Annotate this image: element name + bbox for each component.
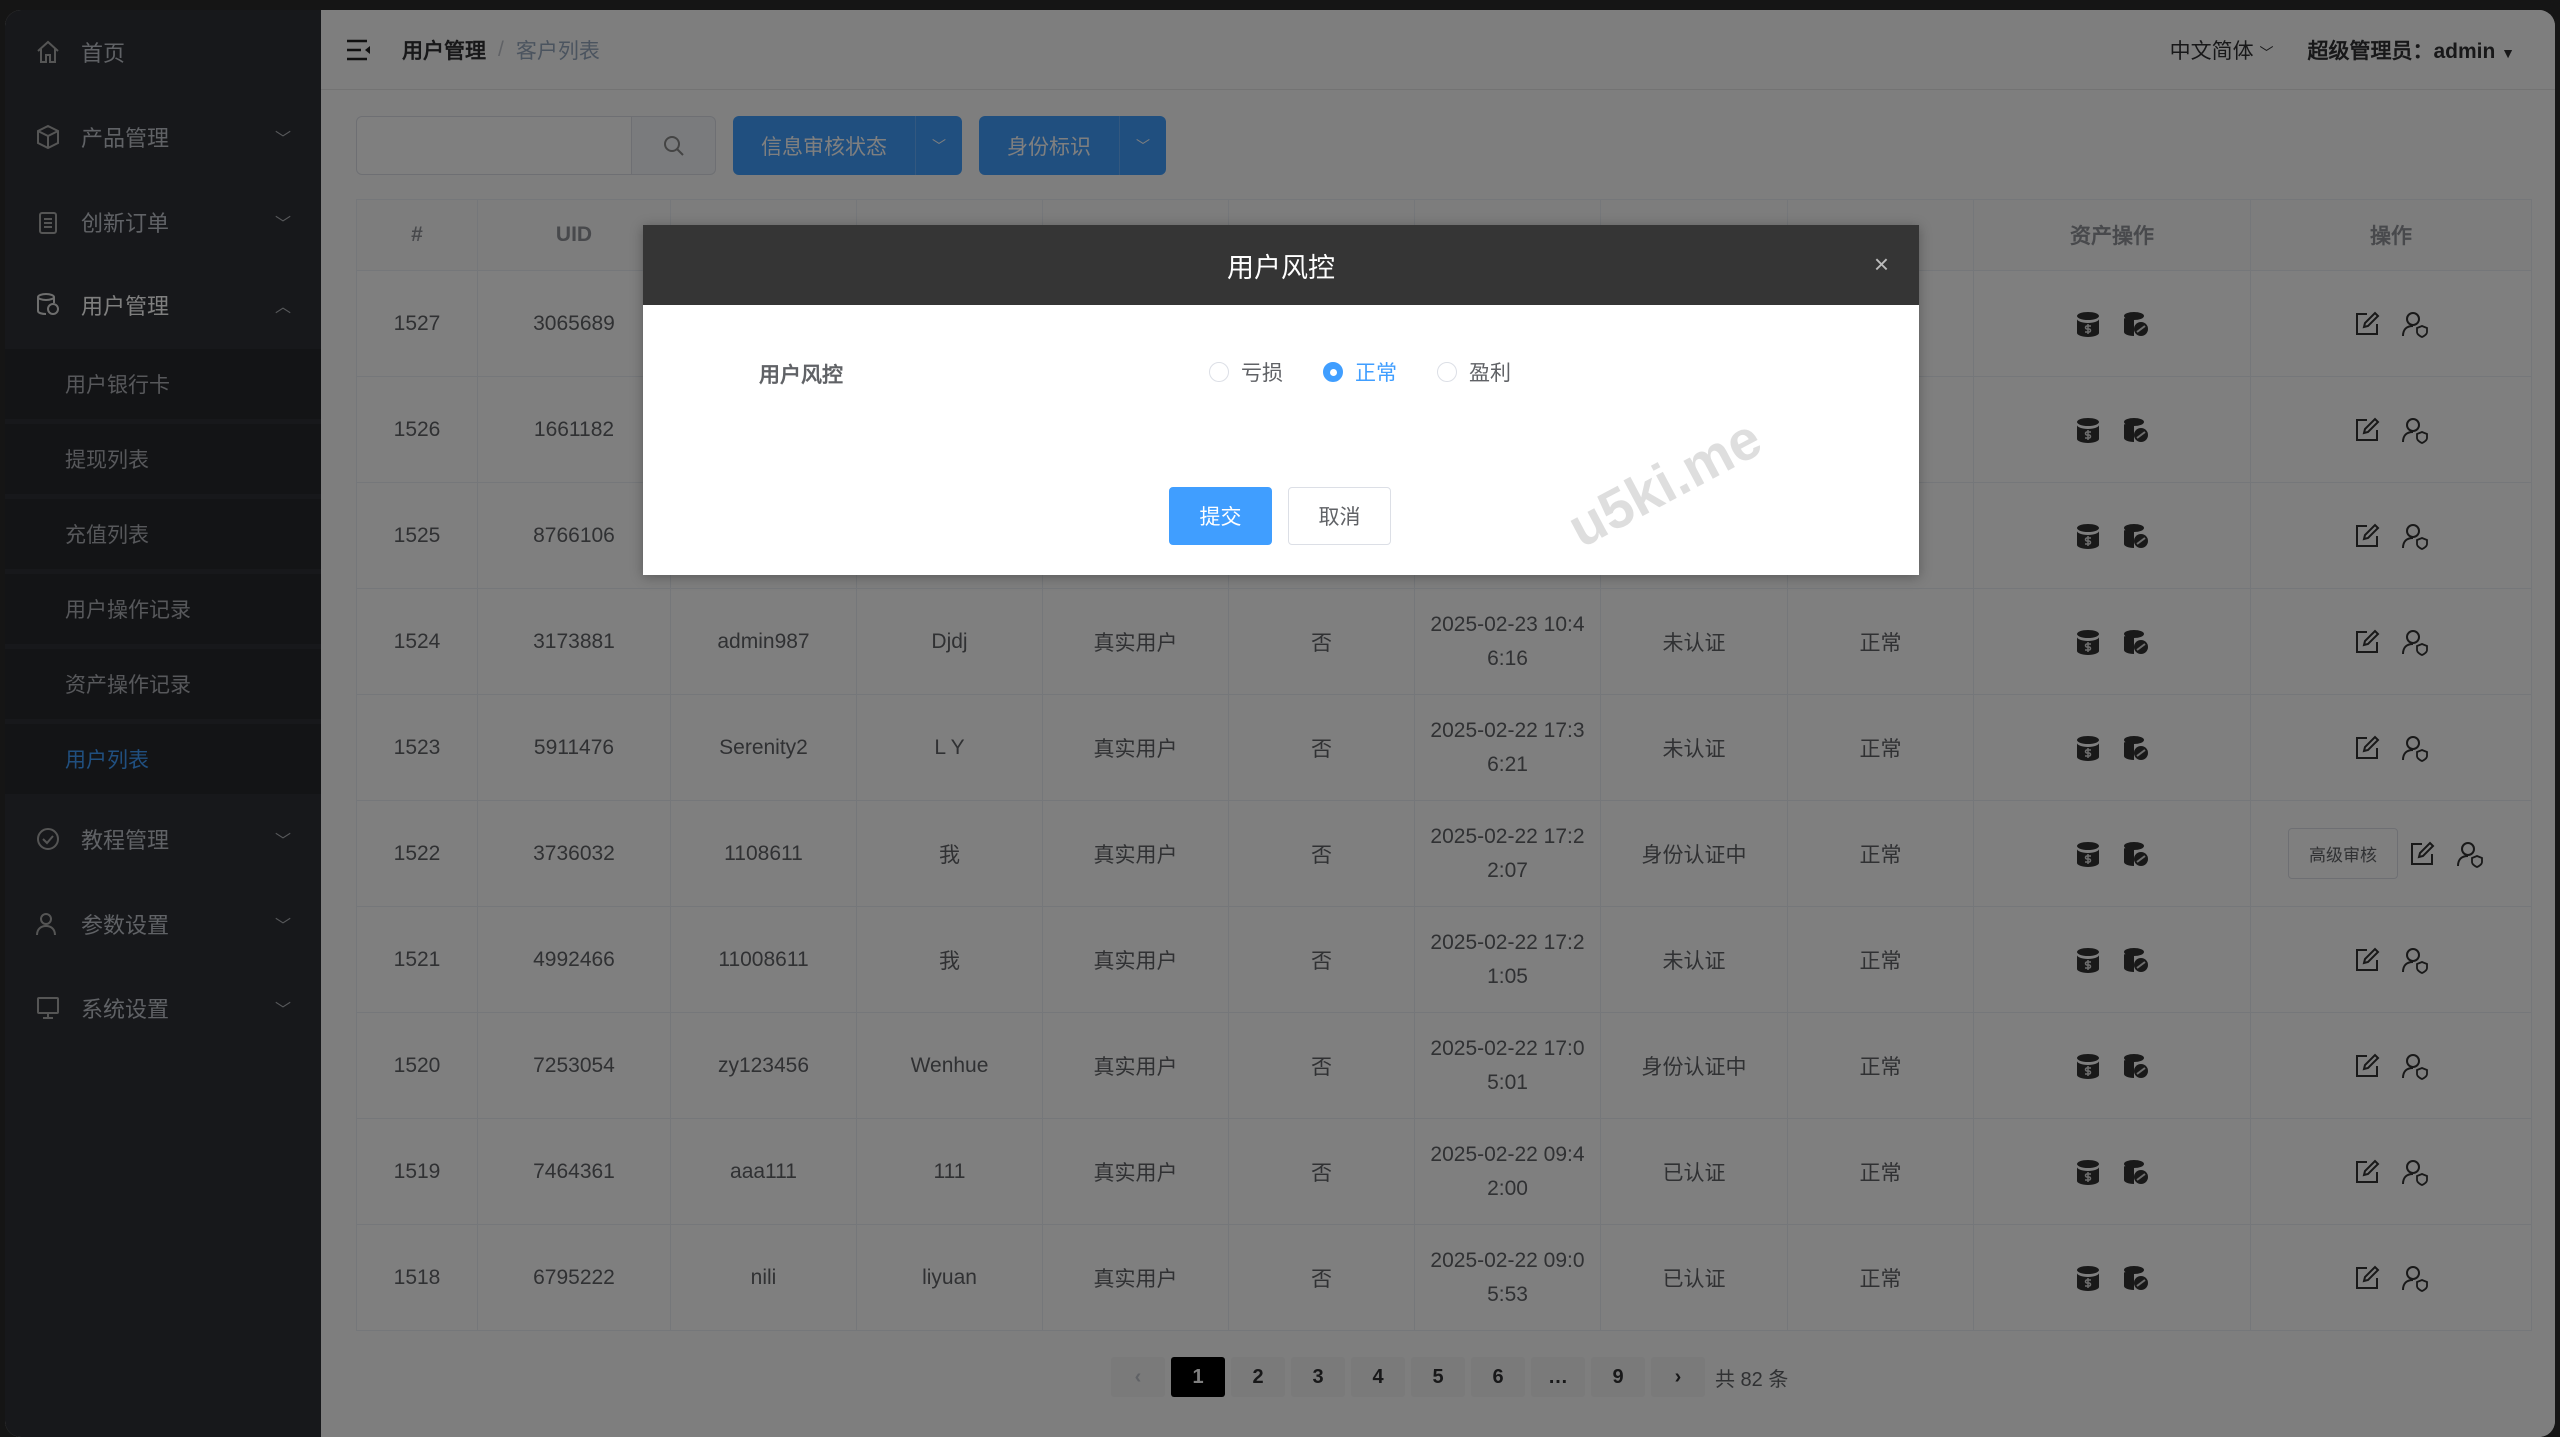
cancel-button[interactable]: 取消 [1288, 487, 1391, 545]
submit-button[interactable]: 提交 [1169, 487, 1272, 545]
radio-label: 正常 [1355, 362, 1397, 385]
close-icon[interactable]: × [1873, 249, 1889, 279]
dialog-title: 用户风控 [1227, 252, 1335, 283]
risk-control-radio-group: 亏损 正常 盈利 [1209, 357, 1511, 387]
radio-button[interactable] [1209, 362, 1229, 382]
radio-option-0[interactable]: 亏损 [1209, 357, 1283, 387]
radio-button[interactable] [1323, 362, 1343, 382]
dialog-header: 用户风控 × [643, 225, 1919, 305]
radio-button[interactable] [1437, 362, 1457, 382]
risk-control-label: 用户风控 [759, 364, 843, 387]
radio-label: 盈利 [1469, 362, 1511, 385]
radio-label: 亏损 [1241, 362, 1283, 385]
radio-option-2[interactable]: 盈利 [1437, 357, 1511, 387]
risk-control-dialog: 用户风控 × 用户风控 亏损 正常 盈利 提交 取消 [643, 225, 1919, 575]
radio-option-1[interactable]: 正常 [1323, 357, 1397, 387]
